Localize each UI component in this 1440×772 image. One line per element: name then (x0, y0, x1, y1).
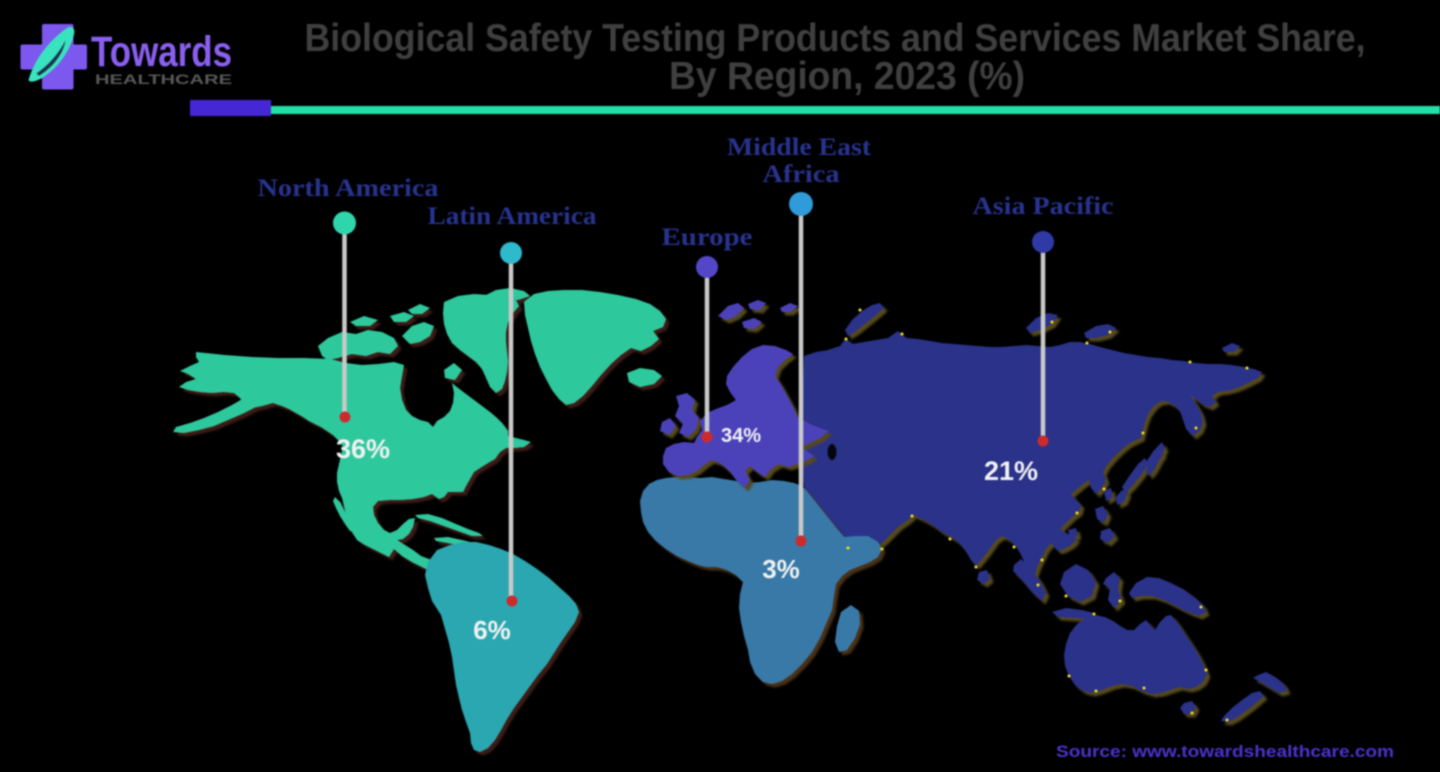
svg-text:Towards: Towards (91, 28, 232, 76)
svg-text:By Region, 2023 (%): By Region, 2023 (%) (669, 55, 1025, 98)
svg-text:34%: 34% (721, 425, 761, 447)
svg-text:North America: North America (258, 175, 440, 202)
svg-text:Africa: Africa (763, 161, 841, 188)
svg-text:Latin America: Latin America (428, 203, 598, 230)
svg-text:6%: 6% (473, 615, 511, 645)
svg-text:21%: 21% (984, 456, 1038, 486)
svg-text:Asia Pacific: Asia Pacific (973, 193, 1114, 220)
svg-text:3%: 3% (762, 554, 800, 584)
svg-text:Biological Safety Testing Prod: Biological Safety Testing Products and S… (305, 17, 1366, 60)
svg-text:Europe: Europe (662, 224, 753, 251)
svg-text:36%: 36% (336, 434, 390, 464)
svg-text:Source: www.towardshealthcare.: Source: www.towardshealthcare.com (1056, 742, 1394, 761)
svg-text:Middle East: Middle East (727, 134, 872, 161)
svg-text:HEALTHCARE: HEALTHCARE (95, 71, 232, 87)
